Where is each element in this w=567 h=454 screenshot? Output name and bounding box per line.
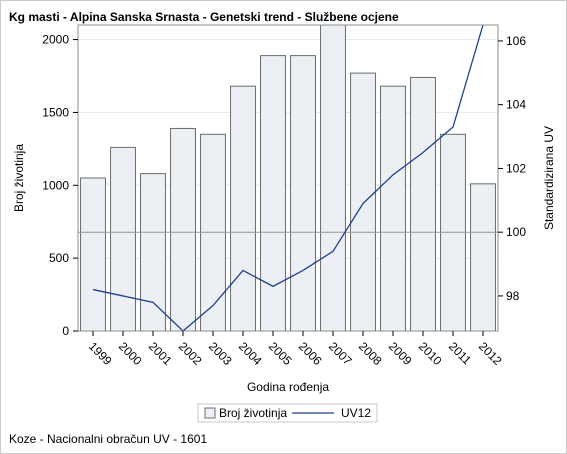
x-tick-label: 2000 [116, 339, 145, 368]
y2-tick-label: 106 [506, 34, 526, 48]
legend: Broj životinja UV12 [197, 403, 378, 423]
chart-title: Kg masti - Alpina Sanska Srnasta - Genet… [9, 10, 399, 24]
bar [380, 85, 406, 332]
legend-line-label: UV12 [341, 406, 371, 420]
x-tick-label: 1999 [86, 339, 115, 368]
legend-bar-swatch [204, 407, 216, 419]
y2-axis-label: Standardizirana UV [542, 126, 556, 230]
x-tick-label: 2001 [146, 339, 175, 368]
legend-box [197, 403, 378, 423]
y-tick-label: 500 [49, 251, 69, 265]
x-tick-label: 2003 [206, 339, 235, 368]
bar [260, 55, 286, 332]
footnote: Koze - Nacionalni obračun UV - 1601 [9, 432, 208, 446]
y-tick-label: 0 [62, 324, 69, 338]
plot-border [77, 24, 499, 332]
bar [80, 177, 106, 332]
y2-tick-label: 98 [506, 289, 520, 303]
uv12-line [92, 24, 484, 332]
bar [410, 76, 436, 332]
x-tick-label: 2007 [326, 339, 355, 368]
bar [230, 85, 256, 332]
y-tick-label: 2000 [42, 33, 69, 47]
x-tick-label: 2010 [416, 339, 445, 368]
x-tick-label: 2008 [356, 339, 385, 368]
bar [170, 127, 196, 332]
x-tick-label: 2012 [476, 339, 505, 368]
bar [320, 24, 346, 332]
bar [350, 72, 376, 332]
x-tick-label: 2002 [176, 339, 205, 368]
x-axis-label: Godina rođenja [247, 380, 329, 394]
x-tick-label: 2006 [296, 339, 325, 368]
y-axis-label: Broj životinja [12, 144, 26, 212]
bar [140, 173, 166, 332]
bar [110, 146, 136, 332]
bars-layer [80, 24, 496, 332]
y-tick-label: 1500 [42, 105, 69, 119]
y-tick-label: 1000 [42, 178, 69, 192]
x-tick-label: 2005 [266, 339, 295, 368]
line-layer [92, 24, 484, 332]
bar [290, 55, 316, 332]
y2-tick-label: 102 [506, 161, 526, 175]
x-tick-label: 2004 [236, 339, 265, 368]
y2-tick-label: 100 [506, 225, 526, 239]
x-tick-label: 2011 [446, 339, 474, 367]
x-tick-label: 2009 [386, 339, 415, 368]
y2-tick-label: 104 [506, 98, 526, 112]
legend-bar-label: Broj životinja [219, 406, 287, 420]
bar [470, 183, 496, 332]
